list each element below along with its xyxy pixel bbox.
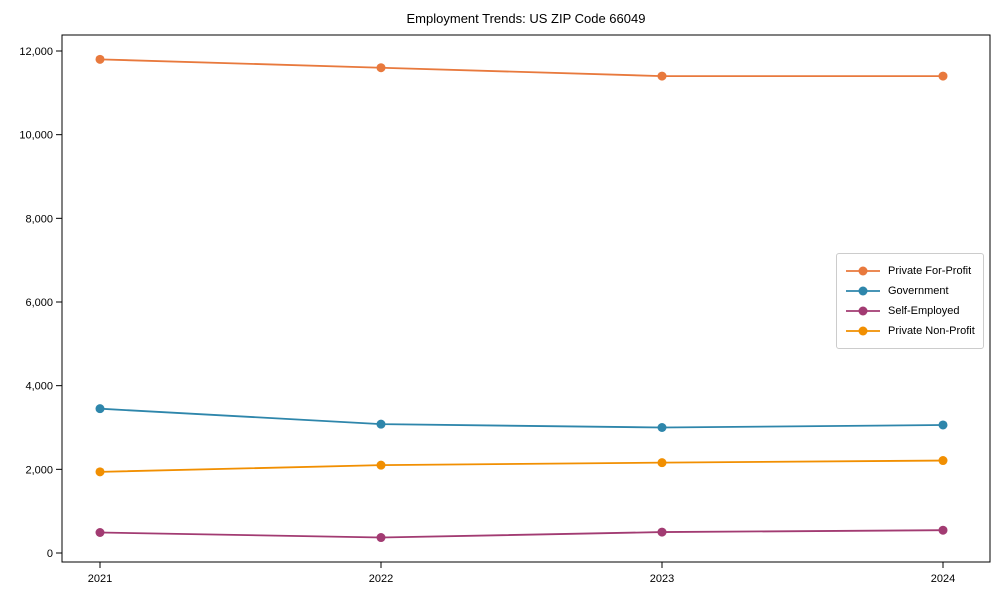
series-line-government	[99, 407, 944, 429]
x-axis-tick-label: 2022	[369, 573, 393, 585]
chart-title: Employment Trends: US ZIP Code 66049	[406, 11, 646, 26]
legend-line-marker-icon	[846, 265, 880, 277]
data-point-government-2024	[938, 420, 948, 430]
y-axis-tick-label: 6,000	[25, 297, 53, 309]
data-point-private-for-profit-2022	[376, 63, 386, 73]
series-line-self-employed	[99, 529, 944, 539]
series-line-private-non-profit	[99, 459, 944, 473]
x-axis-tick-label: 2021	[88, 573, 112, 585]
legend-label: Private Non-Profit	[888, 325, 975, 337]
y-axis-tick-label: 8,000	[25, 213, 53, 225]
data-point-private-non-profit-2023	[657, 458, 667, 468]
data-point-self-employed-2022	[376, 533, 386, 543]
legend-item-government: Government	[846, 281, 974, 301]
y-axis-tick-label: 0	[47, 548, 53, 560]
y-axis-tick-label: 2,000	[25, 464, 53, 476]
data-point-private-for-profit-2023	[657, 71, 667, 81]
data-point-government-2021	[95, 404, 105, 414]
data-point-government-2022	[376, 419, 386, 429]
legend-line-marker-icon	[846, 285, 880, 297]
x-axis-tick-label: 2024	[931, 573, 955, 585]
data-point-government-2023	[657, 423, 667, 432]
data-point-private-non-profit-2021	[95, 467, 105, 477]
data-point-private-for-profit-2021	[95, 54, 105, 64]
legend-item-private-for-profit: Private For-Profit	[846, 261, 974, 281]
y-axis-tick-label: 10,000	[19, 130, 53, 142]
data-point-private-non-profit-2024	[938, 456, 948, 466]
x-axis-tick-label: 2023	[650, 573, 674, 585]
legend: Private For-Profit Government Self-Employe…	[836, 253, 984, 349]
data-point-self-employed-2021	[95, 528, 105, 538]
legend-line-marker-icon	[846, 325, 880, 337]
data-point-private-for-profit-2024	[938, 71, 948, 81]
data-point-self-employed-2023	[657, 527, 667, 537]
legend-item-self-employed: Self-Employed	[846, 301, 974, 321]
legend-label: Government	[888, 285, 949, 297]
series-line-private-for-profit	[99, 58, 943, 77]
data-point-self-employed-2024	[938, 525, 948, 535]
y-axis-tick-label: 12,000	[19, 46, 53, 58]
legend-label: Self-Employed	[888, 305, 960, 317]
data-point-private-non-profit-2022	[376, 460, 386, 470]
legend-label: Private For-Profit	[888, 265, 972, 277]
legend-line-marker-icon	[846, 305, 880, 317]
y-axis-tick-label: 4,000	[25, 381, 53, 393]
legend-item-private-non-profit: Private Non-Profit	[846, 321, 975, 341]
plot-frame	[61, 34, 991, 563]
